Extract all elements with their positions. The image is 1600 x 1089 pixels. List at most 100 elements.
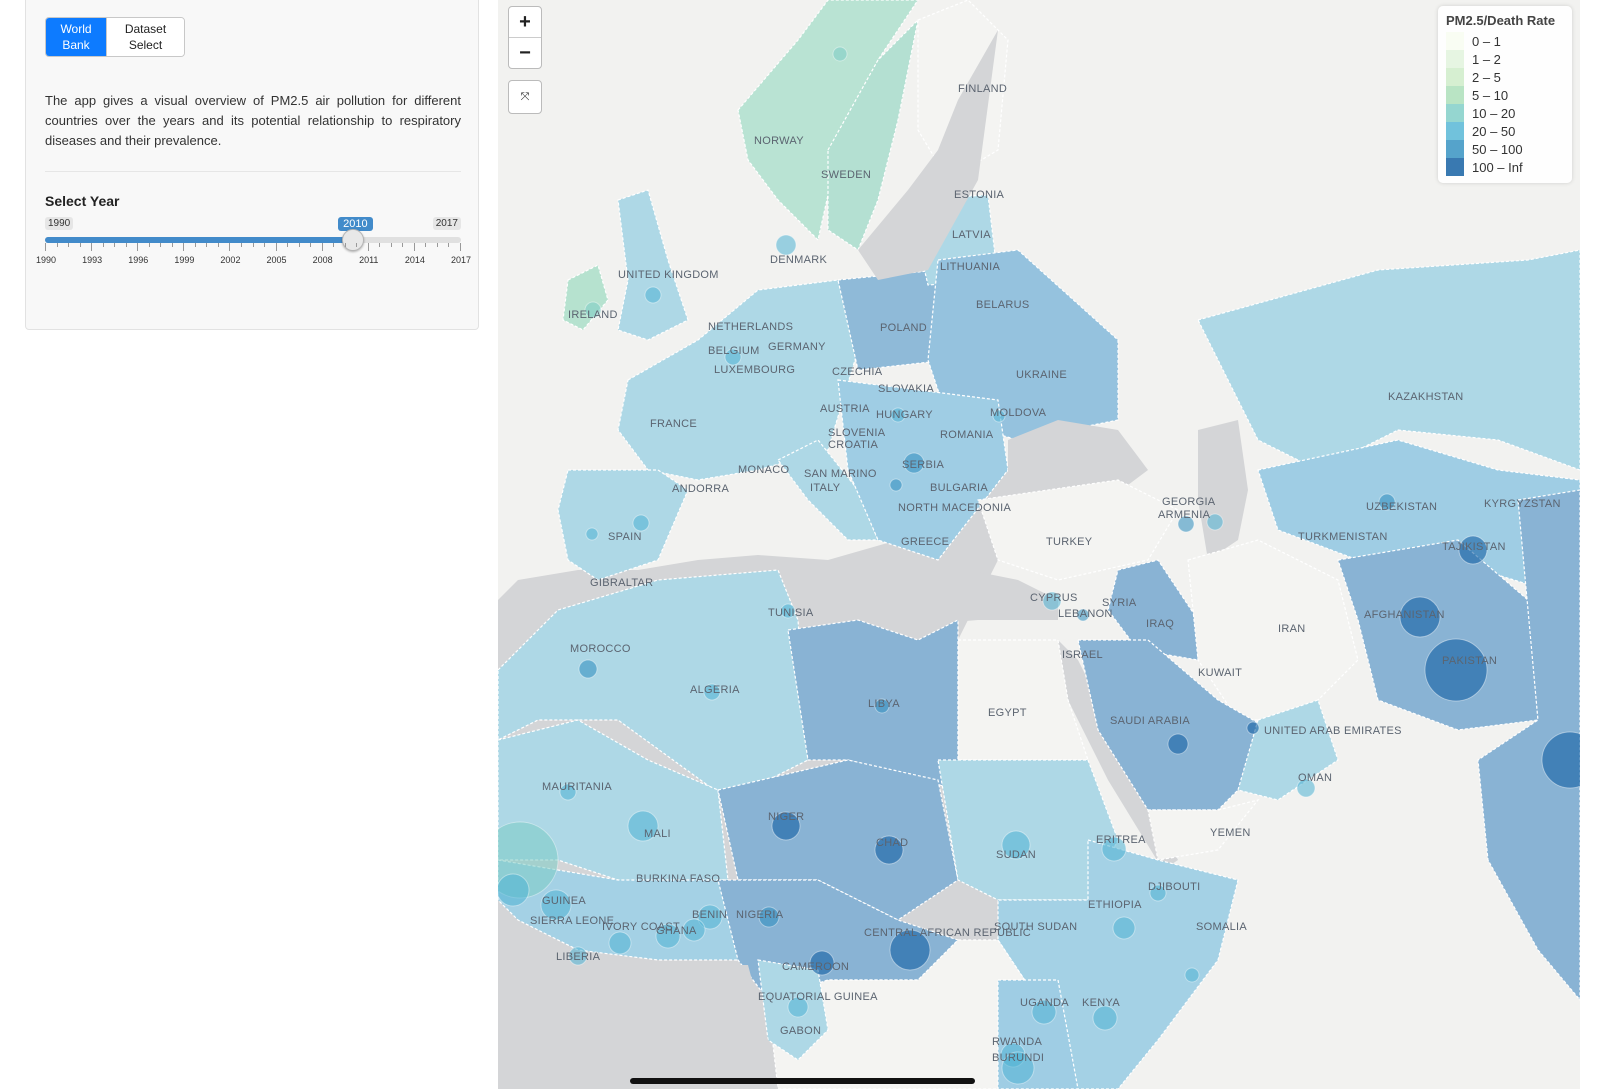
country-label: SIERRA LEONE [530,915,614,927]
legend-label: 0 – 1 [1472,33,1501,49]
zoom-control: + − [508,6,542,69]
country-label: GERMANY [768,341,826,353]
slider-major-tick [367,243,369,251]
country-label: KAZAKHSTAN [1388,391,1464,403]
bubble [1149,884,1167,902]
slider-minor-tick [240,243,242,247]
country-label: TURKMENISTAN [1298,531,1388,543]
bubble [559,783,577,801]
bubble [1031,999,1057,1025]
country-label: TUNISIA [768,607,814,619]
country-label: SLOVENIA [828,427,886,439]
country-label: GIBRALTAR [590,577,653,589]
country-label: KYRGYZSTAN [1484,498,1561,510]
region-balkans [837,379,1009,561]
bubble [1042,591,1062,611]
country-label: UZBEKISTAN [1366,501,1437,513]
country-label: NIGERIA [736,909,784,921]
bubble [697,904,723,930]
country-label: ARMENIA [1158,509,1211,521]
country-label: ROMANIA [940,429,994,441]
sea-black [1008,420,1148,500]
dataset-select-button[interactable]: Dataset Select [106,18,184,56]
bubble [874,835,904,865]
country-label: MALI [644,828,671,840]
slider-minor-tick [148,243,150,247]
slider-fill [45,237,354,243]
select-year-label: Select Year [45,193,120,209]
region-egypt [957,639,1089,761]
legend-item: 0 – 1 [1446,32,1564,50]
country-label: CZECHIA [832,366,883,378]
slider-minor-tick [194,243,196,247]
bubble [1184,967,1200,983]
country-label: AFGHANISTAN [1364,609,1445,621]
slider-minor-tick [114,243,116,247]
sidebar-panel: World Bank Dataset Select The app gives … [25,0,479,330]
country-label: POLAND [880,322,927,334]
slider-tick-label: 1999 [174,255,195,265]
country-label: SERBIA [902,459,945,471]
world-bank-button[interactable]: World Bank [46,18,106,56]
slider-min-label: 1990 [45,217,74,230]
bubble [655,923,681,949]
country-label: CYPRUS [1030,592,1078,604]
slider-minor-tick [287,243,289,247]
country-label: EGYPT [988,707,1027,719]
year-slider[interactable]: 1990 2017 2010 1990 1993 1996 1999 2002 2005 2… [36,217,471,277]
country-label: KENYA [1082,997,1120,1009]
country-label: RWANDA [992,1036,1042,1048]
bubble [724,348,742,366]
bubble [780,603,796,619]
slider-major-tick [183,243,185,251]
region-sweden [827,18,919,251]
country-label: FRANCE [650,418,697,430]
slider-minor-tick [448,243,450,247]
bubble [1112,916,1136,940]
bubble [1378,493,1396,511]
zoom-in-button[interactable]: + [519,10,531,33]
zoom-out-button[interactable]: − [509,37,541,68]
slider-major-tick [413,243,415,251]
country-label: BURUNDI [992,1052,1044,1064]
country-label: LEBANON [1058,608,1113,620]
legend-swatch [1446,158,1464,176]
country-label: BELGIUM [708,345,760,357]
map-view[interactable]: FINLAND NORWAY SWEDEN ESTONIA LATVIA LIT… [498,0,1580,1089]
country-label: NIGER [768,811,804,823]
country-label: SUDAN [996,849,1036,861]
sea-baltic [858,30,998,280]
legend-label: 20 – 50 [1472,123,1516,139]
country-label: ANDORRA [672,483,729,495]
slider-minor-tick [56,243,58,247]
country-label: MOROCCO [570,643,631,655]
bubble [1167,733,1189,755]
country-label: IRELAND [568,309,618,321]
bubble [758,906,780,928]
legend-swatch [1446,140,1464,158]
slider-minor-tick [390,243,392,247]
slider-minor-tick [206,243,208,247]
bubble [889,929,931,971]
country-label: FINLAND [958,83,1007,95]
fullscreen-icon[interactable]: ⤧ [508,80,542,114]
legend-label: 10 – 20 [1472,105,1516,121]
slider-handle[interactable] [342,229,365,251]
country-label: BURKINA FASO [636,873,720,885]
bubble [1076,608,1090,622]
country-label: TAJIKISTAN [1442,541,1506,553]
country-label: YEMEN [1210,827,1251,839]
bubble [682,918,706,942]
legend-item: 50 – 100 [1446,140,1564,158]
country-label: SPAIN [608,531,642,543]
country-label: BELARUS [976,299,1029,311]
bubble [584,301,602,319]
country-labels: FINLAND NORWAY SWEDEN ESTONIA LATVIA LIT… [530,83,1561,1064]
country-label: LUXEMBOURG [714,364,795,376]
legend-swatch [1446,86,1464,104]
bubble [632,514,650,532]
country-label: MONACO [738,464,789,476]
legend-item: 10 – 20 [1446,104,1564,122]
slider-major-tick [229,243,231,251]
bubble [1399,596,1441,638]
